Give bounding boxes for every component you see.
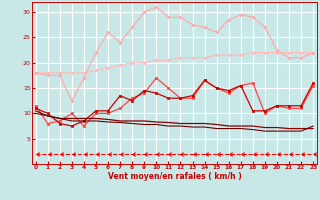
X-axis label: Vent moyen/en rafales ( km/h ): Vent moyen/en rafales ( km/h ) [108, 172, 241, 181]
